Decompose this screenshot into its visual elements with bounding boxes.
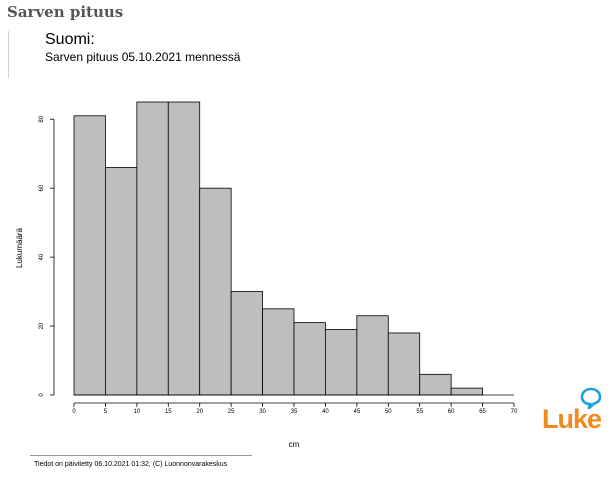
- y-tick-label: 40: [39, 253, 45, 260]
- chart-subheading: Sarven pituus 05.10.2021 mennessä: [45, 50, 241, 64]
- x-tick-label: 10: [134, 409, 141, 415]
- footer-text: Tiedot on päivitetty 06.10.2021 01:32, (…: [34, 461, 228, 468]
- histogram-bar: [387, 332, 421, 396]
- histogram-bar: [293, 322, 326, 396]
- x-tick-label: 35: [291, 409, 298, 415]
- histogram-bar: [325, 329, 358, 396]
- x-tick-label: 25: [228, 409, 235, 415]
- x-tick-label: 50: [385, 409, 392, 415]
- y-axis-label: Lukumäärä: [15, 227, 24, 268]
- histogram-bar: [262, 308, 295, 396]
- x-axis-label: cm: [289, 440, 300, 449]
- histogram-bar: [199, 187, 232, 396]
- x-tick-label: 0: [72, 409, 76, 415]
- page-title: Sarven pituus: [7, 3, 124, 21]
- logo-text: Luke: [542, 404, 602, 434]
- histogram-bar: [136, 101, 169, 396]
- y-tick-label: 20: [39, 322, 45, 329]
- x-tick-label: 5: [104, 409, 108, 415]
- y-tick-label: 80: [39, 115, 45, 122]
- histogram-bar: [356, 315, 389, 396]
- histogram-bars: [73, 101, 514, 396]
- histogram-bar: [73, 115, 106, 396]
- speech-bubble-icon: [580, 387, 602, 409]
- histogram-bar: [450, 387, 483, 396]
- x-axis: 0 5 10 15 20 25 30 35 40 45 50 55 60 65 70: [72, 402, 518, 415]
- x-tick-label: 65: [479, 409, 486, 415]
- y-tick-label: 0: [39, 393, 45, 397]
- x-tick-label: 55: [416, 409, 423, 415]
- histogram-bar: [167, 101, 201, 396]
- x-tick-label: 60: [448, 409, 455, 415]
- histogram-bar: [419, 373, 452, 396]
- chart-heading: Suomi:: [45, 31, 95, 48]
- footer-divider: [30, 455, 252, 456]
- x-tick-label: 40: [322, 409, 329, 415]
- histogram-bar: [230, 291, 263, 396]
- x-tick-label: 70: [511, 409, 518, 415]
- y-axis: 0 20 40 60 80: [39, 115, 55, 397]
- histogram-bar: [105, 167, 138, 396]
- y-tick-label: 60: [39, 184, 45, 191]
- x-tick-label: 15: [165, 409, 172, 415]
- luke-logo: Luke: [542, 387, 604, 433]
- x-tick-label: 30: [259, 409, 266, 415]
- x-tick-label: 45: [354, 409, 361, 415]
- x-tick-label: 20: [196, 409, 203, 415]
- heading-divider: [8, 31, 9, 78]
